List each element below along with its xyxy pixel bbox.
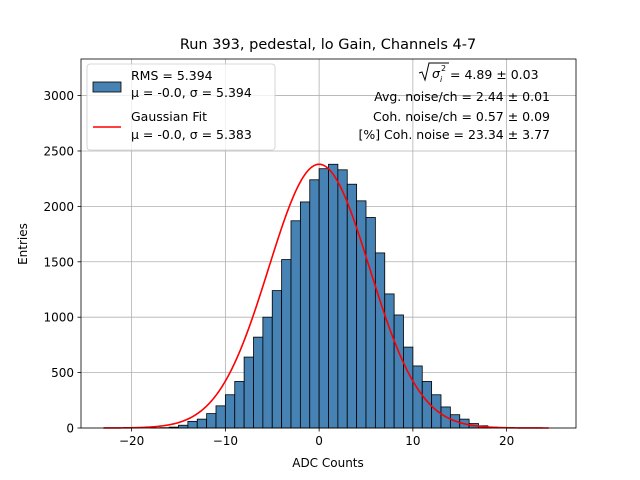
histogram-bars — [149, 163, 517, 429]
histogram-bar — [328, 163, 339, 429]
histogram-bar — [234, 381, 245, 429]
histogram-bar — [206, 413, 217, 429]
gaussian-fit-layer — [103, 163, 549, 429]
svg-text:2: 2 — [441, 64, 446, 73]
sqrt-sigma-symbol: σ i 2 — [418, 62, 449, 84]
histogram-bar — [262, 316, 273, 429]
chart-title: Run 393, pedestal, lo Gain, Channels 4-7 — [180, 37, 476, 53]
y-tick-label: 2500 — [43, 144, 74, 158]
axis-ticks: −20 −10 0 10 20 0 500 1000 1500 2000 2500 3000 — [43, 89, 514, 448]
x-tick-label: 0 — [315, 434, 323, 448]
gaussian-fit-curve — [103, 163, 549, 429]
svg-text:σ: σ — [432, 66, 441, 81]
legend-entry-rms: RMS = 5.394 — [131, 68, 213, 83]
histogram-bar — [178, 424, 189, 429]
y-tick-label: 1000 — [43, 311, 74, 325]
total-noise-value: = 4.89 ± 0.03 — [450, 67, 539, 82]
histogram-bar — [243, 356, 254, 429]
y-tick-label: 1500 — [43, 255, 74, 269]
legend-swatch-histogram — [92, 81, 122, 93]
legend-box — [86, 63, 276, 151]
y-tick-label: 0 — [66, 422, 74, 436]
histogram-bar — [309, 179, 320, 429]
coherent-noise-per-channel: Coh. noise/ch = 0.57 ± 0.09 — [373, 109, 550, 124]
histogram-bar — [290, 220, 301, 429]
plot-frame — [80, 58, 577, 429]
histogram-bar — [393, 314, 404, 429]
avg-noise-per-channel: Avg. noise/ch = 2.44 ± 0.01 — [374, 89, 550, 104]
legend: RMS = 5.394 μ = -0.0, σ = 5.394 Gaussian… — [86, 63, 276, 151]
histogram-bar — [374, 252, 386, 429]
histogram-bar — [318, 168, 329, 429]
histogram-bar — [215, 405, 226, 429]
histogram-bar — [187, 420, 198, 429]
histogram-bar — [356, 200, 367, 429]
x-tick-label: −10 — [213, 434, 238, 448]
histogram-bar — [431, 394, 442, 429]
histogram-bar — [196, 418, 208, 429]
histogram-bar — [346, 183, 358, 429]
histogram-bar — [224, 394, 236, 429]
x-tick-label: −20 — [119, 434, 144, 448]
histogram-bar — [365, 217, 376, 429]
histogram-bar — [403, 346, 414, 429]
histogram-bar — [299, 201, 311, 429]
legend-entry-fit: Gaussian Fit — [131, 109, 207, 124]
svg-text:i: i — [440, 75, 443, 84]
x-tick-label: 10 — [405, 434, 420, 448]
coherent-noise-percent: [%] Coh. noise = 23.34 ± 3.77 — [358, 127, 550, 142]
histogram-bar — [412, 365, 423, 429]
y-tick-label: 2000 — [43, 200, 74, 214]
legend-entry-fit-params: μ = -0.0, σ = 5.383 — [131, 127, 252, 142]
x-axis-label: ADC Counts — [292, 456, 364, 470]
histogram-bar — [271, 290, 283, 429]
noise-annotations: σ i 2 = 4.89 ± 0.03 Avg. noise/ch = 2.44… — [358, 62, 550, 142]
histogram-bar — [281, 259, 292, 429]
y-tick-label: 500 — [51, 366, 74, 380]
y-axis-label: Entries — [16, 223, 30, 265]
legend-entry-rms-params: μ = -0.0, σ = 5.394 — [131, 85, 252, 100]
histogram-bar — [253, 336, 264, 429]
histogram-bar — [384, 293, 395, 429]
histogram-bar — [337, 169, 348, 429]
y-tick-label: 3000 — [43, 89, 74, 103]
x-tick-label: 20 — [499, 434, 514, 448]
